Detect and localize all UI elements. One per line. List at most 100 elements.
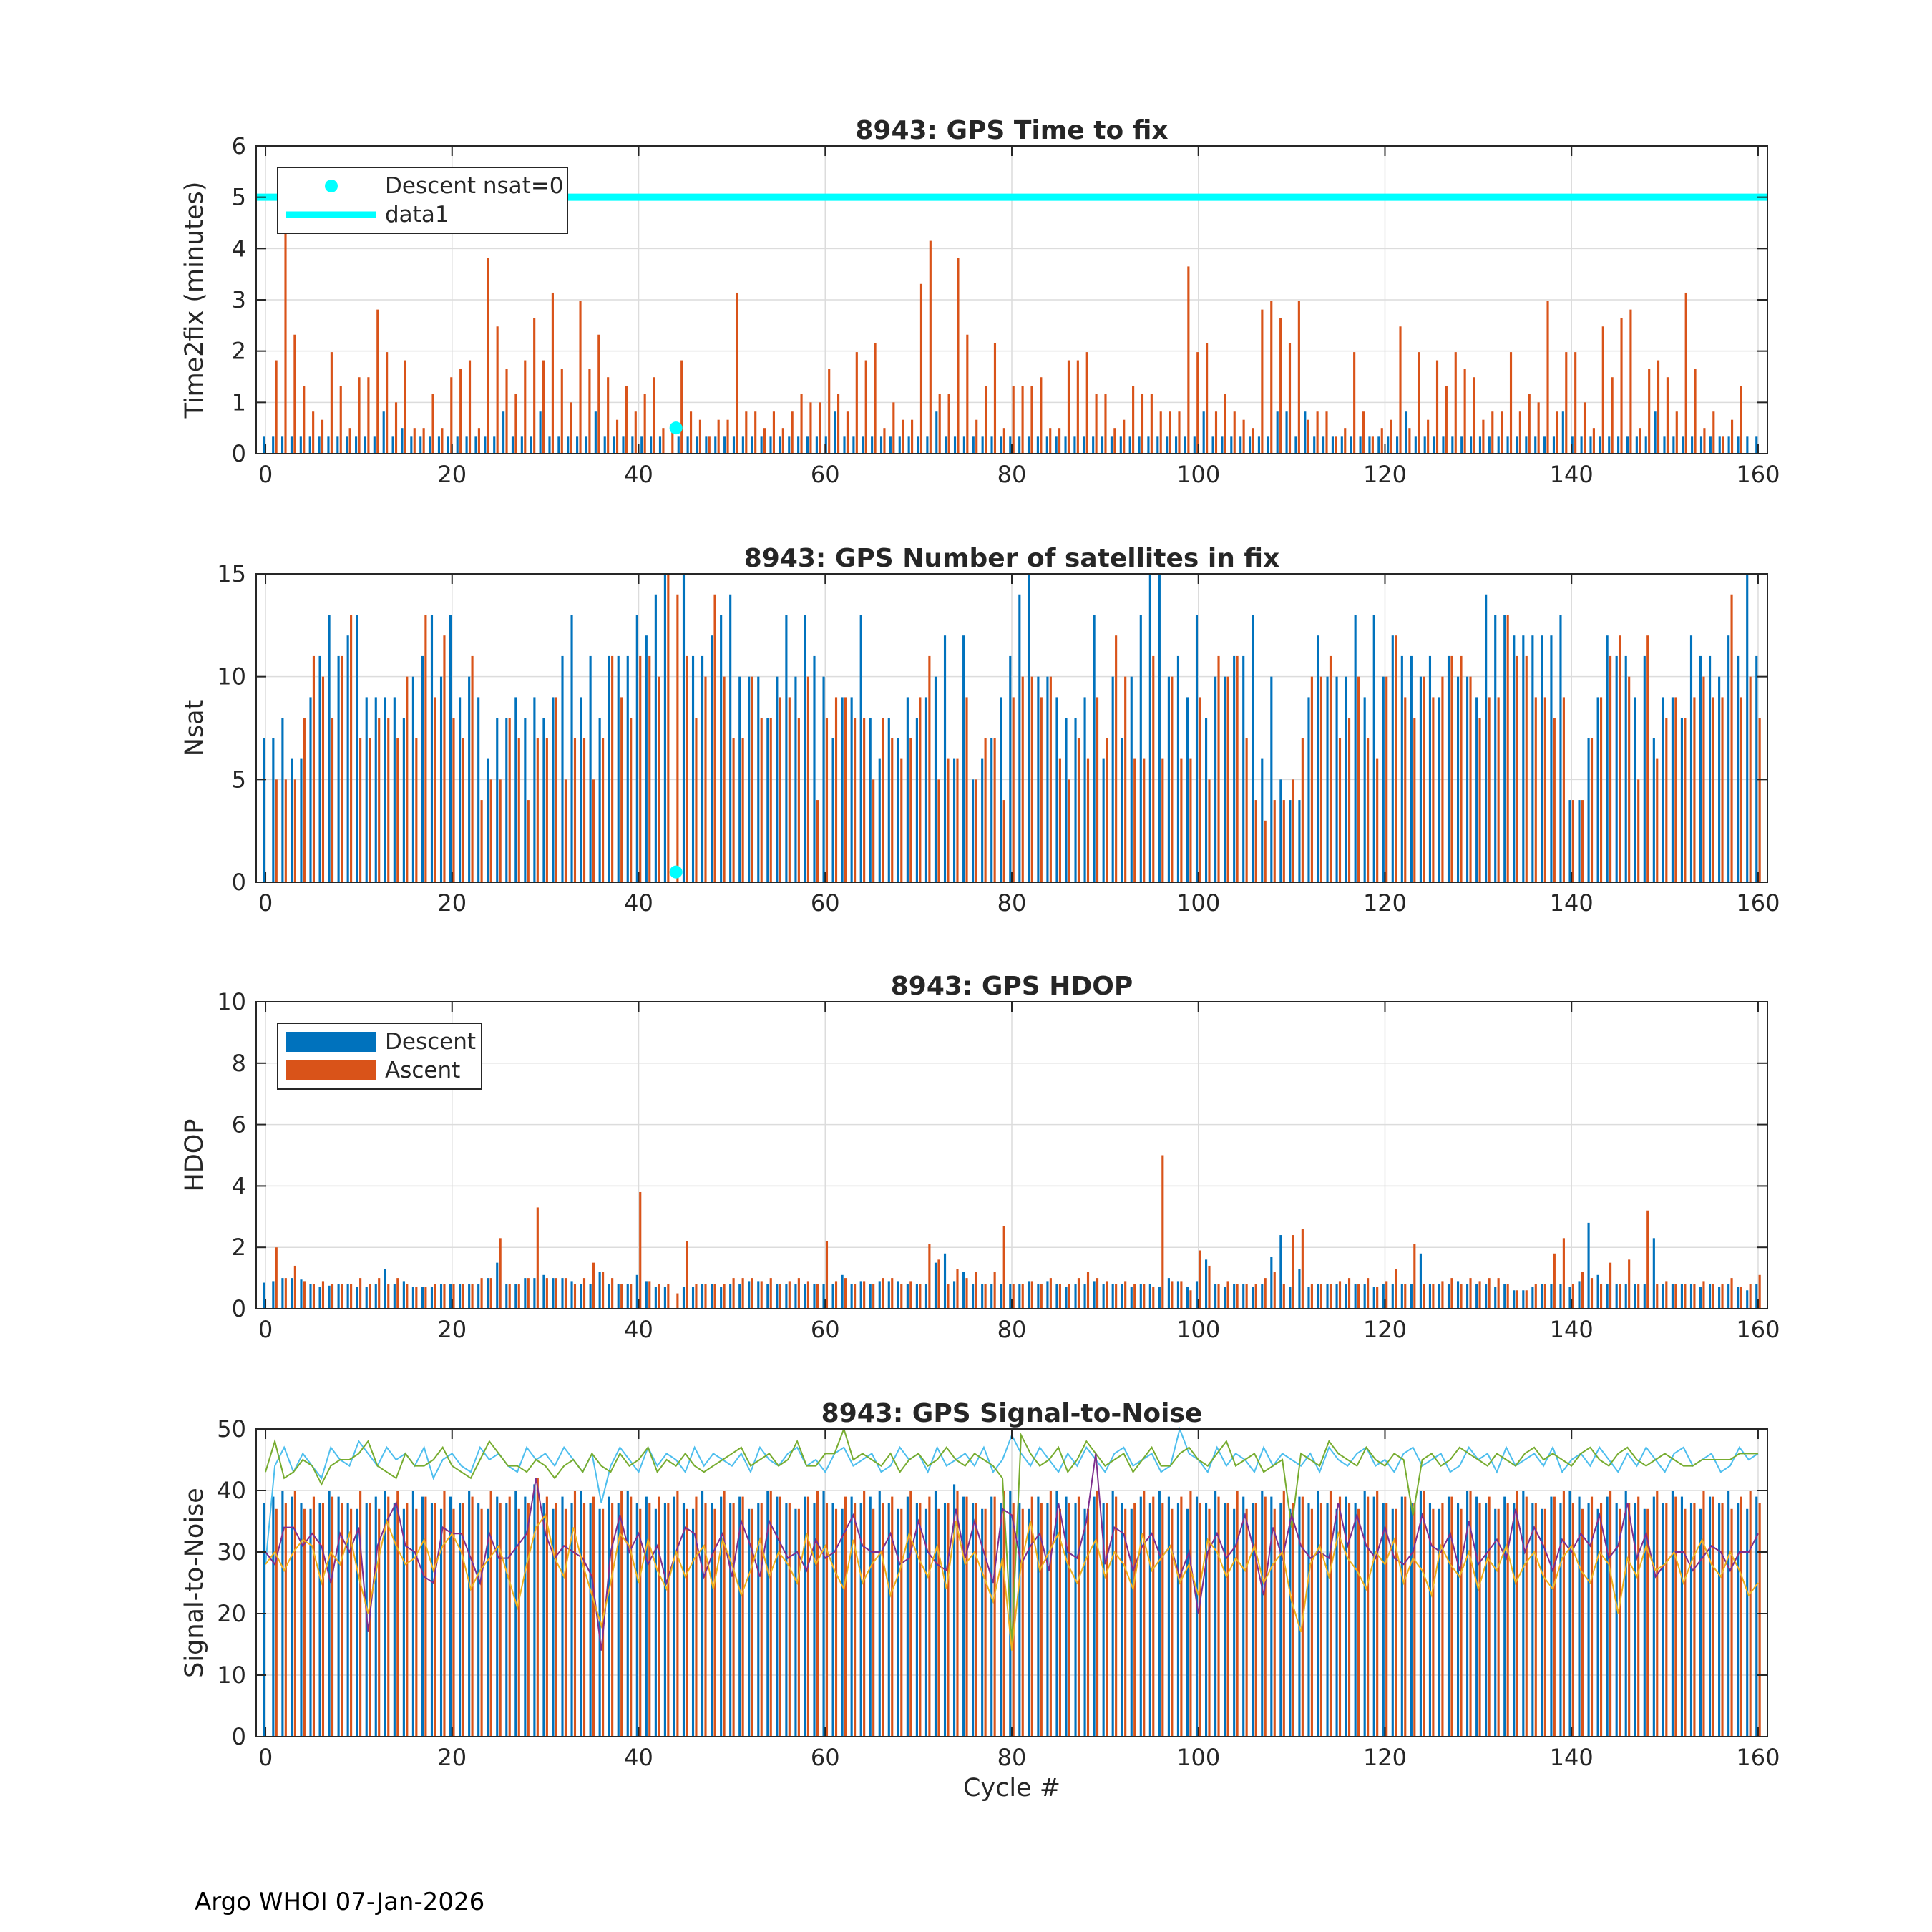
ascent-bar [1721, 697, 1724, 882]
ascent-bar [1086, 1272, 1090, 1309]
ascent-bar [984, 1508, 987, 1737]
descent-bar [981, 1508, 984, 1737]
descent-bar [1652, 1496, 1655, 1737]
descent-bar [804, 1496, 806, 1737]
descent-bar [1419, 1491, 1422, 1737]
descent-bar [548, 436, 551, 454]
ascent-bar [760, 1503, 763, 1737]
descent-bar [841, 697, 844, 882]
ascent-bar [1592, 428, 1595, 454]
descent-bar [658, 436, 662, 454]
descent-bar [1128, 436, 1131, 454]
descent-bar [1204, 1503, 1208, 1737]
descent-bar [1372, 615, 1375, 882]
descent-bar [635, 615, 638, 882]
descent-bar [1018, 594, 1021, 882]
ascent-bar [630, 1284, 633, 1309]
descent-bar [598, 718, 601, 882]
descent-bar [711, 1284, 713, 1309]
ascent-bar [452, 1284, 455, 1309]
ascent-bar [1730, 594, 1733, 882]
descent-bar [327, 436, 330, 454]
descent-bar [1372, 1496, 1375, 1737]
ascent-bar [680, 360, 683, 454]
descent-bar [1531, 1287, 1534, 1309]
ascent-bar [1123, 419, 1126, 454]
descent-bar [952, 758, 956, 882]
ascent-bar [1525, 1496, 1528, 1737]
descent-bar [1270, 1257, 1273, 1309]
descent-bar [691, 655, 695, 882]
legend-entry: Descent [385, 1029, 476, 1055]
ascent-bar [1058, 428, 1061, 454]
descent-bar [1224, 1503, 1226, 1737]
ascent-bar [1329, 1284, 1332, 1309]
y-tick-label: 2 [232, 1234, 246, 1261]
ascent-bar [1376, 758, 1379, 882]
descent-bar [1176, 1503, 1180, 1737]
ascent-bar [434, 697, 436, 882]
ascent-bar [1310, 1508, 1313, 1737]
ascent-bar [1619, 1284, 1621, 1309]
snr-series-line-3 [265, 1453, 1759, 1651]
ascent-bar [1189, 1290, 1192, 1309]
descent-bar [1571, 436, 1574, 454]
ascent-bar [1609, 1491, 1612, 1737]
ascent-bar [1666, 377, 1669, 454]
ascent-bar [312, 411, 315, 454]
descent-bar [1018, 436, 1021, 454]
descent-bar [1345, 1496, 1347, 1737]
descent-bar [493, 436, 496, 454]
ascent-bar [443, 1491, 446, 1737]
ascent-bar [1543, 697, 1546, 882]
ascent-bar [499, 1238, 502, 1309]
legend-entry: Ascent [385, 1058, 460, 1083]
ascent-bar [1694, 369, 1697, 454]
ascent-bar [536, 738, 539, 882]
ascent-bar [667, 1284, 670, 1309]
descent-bar [1158, 1287, 1161, 1309]
x-tick-label: 20 [437, 1316, 467, 1343]
ascent-bar [965, 697, 968, 882]
ascent-bar [854, 718, 857, 882]
ascent-bar [443, 635, 446, 882]
chart-title: 8943: GPS Number of satellites in fix [744, 544, 1280, 573]
descent-bar [935, 411, 938, 454]
ascent-bar [882, 1278, 884, 1309]
descent-bar [1470, 436, 1473, 454]
descent-bar [834, 411, 836, 454]
descent-bar [859, 1503, 862, 1737]
ascent-bar [524, 360, 527, 454]
descent-bar [300, 1503, 303, 1737]
ascent-bar [648, 1503, 651, 1737]
descent-bar [1313, 436, 1316, 454]
descent-bar [1270, 1496, 1273, 1737]
ascent-bar [1161, 758, 1164, 882]
descent-bar [393, 697, 396, 882]
ascent-bar [1335, 436, 1337, 454]
ascent-bar [825, 1241, 829, 1309]
ascent-bar [704, 1503, 707, 1737]
ascent-bar [788, 1503, 791, 1737]
descent-bar [1662, 1503, 1664, 1737]
descent-bar [701, 655, 704, 882]
ascent-bar [797, 1278, 800, 1309]
descent-bar [1233, 1508, 1236, 1737]
descent-bar [1317, 635, 1319, 882]
ascent-bar [1684, 718, 1687, 882]
ascent-bar [517, 1508, 520, 1737]
descent-bar [1046, 1503, 1049, 1737]
descent-bar [511, 436, 514, 454]
ascent-bar [424, 615, 427, 882]
descent-bar [580, 1491, 582, 1737]
ascent-bar [1534, 1503, 1537, 1737]
descent-bar [650, 436, 653, 454]
descent-bar [1391, 1284, 1394, 1309]
ascent-bar [844, 697, 847, 882]
descent-bar [291, 1278, 293, 1309]
descent-bar [1354, 1284, 1357, 1309]
ascent-bar [788, 1281, 791, 1309]
ascent-bar [1242, 419, 1245, 454]
ascent-bar [312, 655, 316, 882]
ascent-bar [1189, 758, 1192, 882]
